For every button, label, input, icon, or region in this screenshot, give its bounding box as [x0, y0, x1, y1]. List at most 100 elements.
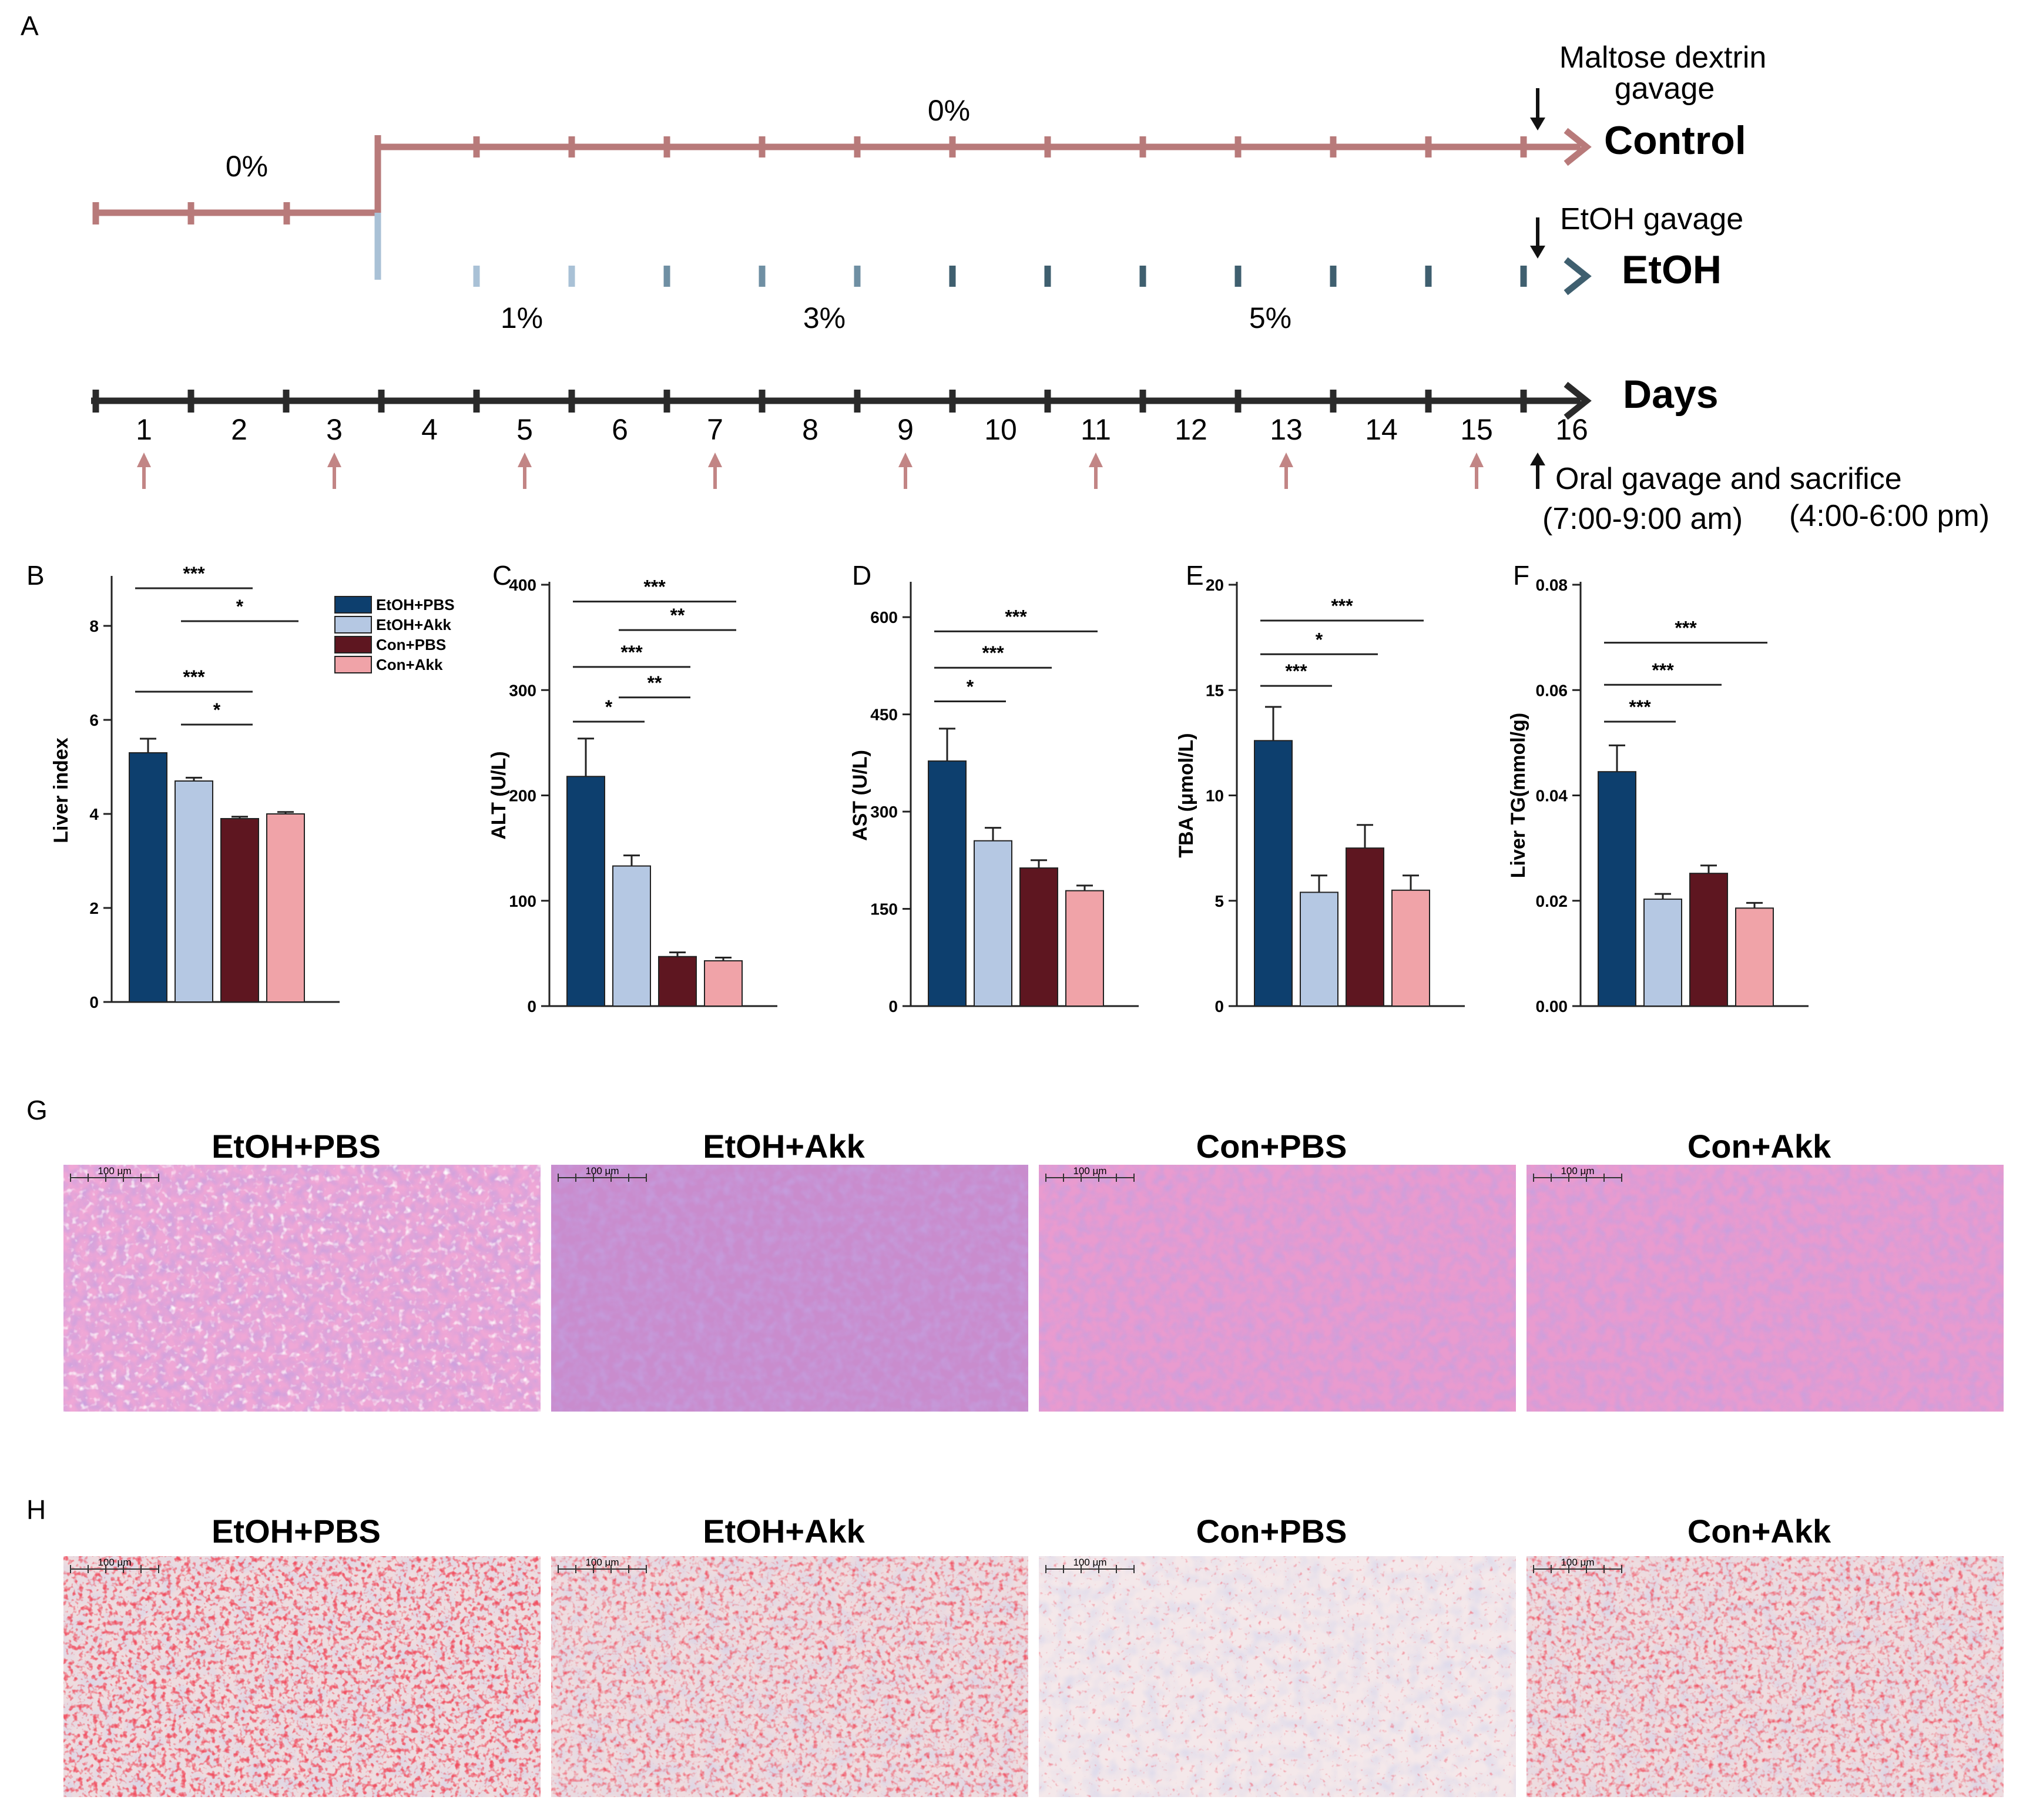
micrograph-etoh-akk: 100 μm: [551, 1556, 1028, 1797]
scale-label: 100 μm: [585, 1557, 619, 1568]
bar-con-pbs: [1346, 847, 1384, 1007]
bar-etoh-pbs: [129, 752, 167, 1003]
y-tick-label: 450: [870, 706, 898, 724]
panel-letter-c: C: [492, 560, 512, 591]
day-label-4: 4: [421, 413, 438, 446]
bar-etoh-pbs: [928, 760, 967, 1007]
time-pm: (4:00-6:00 pm): [1789, 499, 1990, 533]
day-label-16: 16: [1555, 413, 1588, 446]
scale-label: 100 μm: [98, 1557, 131, 1568]
scale-label: 100 μm: [1561, 1165, 1594, 1177]
panel-h-letter: H: [26, 1494, 46, 1525]
day-label-7: 7: [707, 413, 723, 446]
y-axis-label: TBA (μmol/L): [1175, 733, 1197, 857]
panel-a-letter: A: [21, 11, 39, 41]
legend-label: EtOH+PBS: [376, 596, 455, 614]
bar-con-akk: [1735, 907, 1774, 1007]
oral-gavage-label: Oral gavage and sacrifice: [1555, 462, 1902, 496]
y-tick-label: 0.00: [1536, 997, 1568, 1015]
day-label-9: 9: [897, 413, 914, 446]
legend: EtOH+PBS EtOH+Akk Con+PBS Con+Akk: [334, 596, 455, 673]
y-tick-label: 6: [89, 711, 99, 729]
title-etoh-pbs: EtOH+PBS: [212, 1128, 381, 1165]
y-tick-label: 10: [1206, 787, 1224, 805]
day-label-3: 3: [326, 413, 343, 446]
gavage-arrow-day-13: [1279, 453, 1293, 489]
y-tick-label: 200: [509, 787, 536, 805]
day-label-8: 8: [802, 413, 818, 446]
y-tick-label: 0.08: [1536, 576, 1568, 594]
micrograph-con-pbs: 100 μm: [1039, 1165, 1516, 1412]
title-etoh-pbs: EtOH+PBS: [212, 1513, 381, 1550]
scale-bar: 100 μm: [1045, 1557, 1135, 1573]
sig-label: ***: [183, 666, 205, 688]
panel-g-letter: G: [26, 1095, 48, 1125]
y-tick-label: 100: [509, 892, 536, 910]
gavage-arrow-day-7: [708, 453, 722, 489]
title-con-pbs: Con+PBS: [1196, 1513, 1347, 1550]
y-axis-label: Liver index: [50, 738, 72, 843]
gavage-arrow-day-11: [1089, 453, 1103, 489]
etoh-pct-1: 1%: [501, 301, 543, 334]
maltose-label-2: gavage: [1615, 72, 1715, 106]
scale-bar: 100 μm: [558, 1165, 647, 1182]
y-tick-label: 0: [89, 993, 99, 1011]
legend-swatch: [334, 596, 372, 614]
gavage-arrow-day-3: [327, 453, 341, 489]
scale-bar: 100 μm: [70, 1165, 159, 1182]
micrograph-etoh-pbs: 100 μm: [63, 1556, 541, 1797]
y-tick-label: 150: [870, 900, 898, 919]
bar-con-akk: [704, 960, 743, 1007]
time-am: (7:00-9:00 am): [1542, 502, 1743, 536]
micrograph-etoh-pbs: 100 μm: [63, 1165, 541, 1412]
bar-con-akk: [1391, 889, 1430, 1007]
scale-bar: 100 μm: [1533, 1165, 1622, 1182]
bar-etoh-pbs: [1598, 771, 1636, 1007]
gavage-arrow-day-9: [898, 453, 912, 489]
y-tick-label: 0.02: [1536, 892, 1568, 910]
sig-label: ***: [1005, 606, 1027, 627]
bar-con-pbs: [658, 956, 697, 1007]
sig-label: ***: [620, 642, 643, 663]
scale-label: 100 μm: [98, 1165, 131, 1177]
scale-bar: 100 μm: [558, 1557, 647, 1573]
bar-con-pbs: [1019, 867, 1058, 1007]
y-tick-label: 0.06: [1536, 681, 1568, 699]
y-tick-label: 5: [1215, 892, 1224, 910]
day-label-15: 15: [1460, 413, 1493, 446]
sig-label: *: [967, 676, 974, 698]
title-con-akk: Con+Akk: [1687, 1513, 1831, 1550]
maltose-arrow: [1530, 88, 1545, 130]
y-tick-label: 0: [527, 997, 536, 1015]
y-tick-label: 0: [888, 997, 898, 1015]
y-tick-label: 300: [509, 681, 536, 699]
gavage-arrow-day-1: [137, 453, 151, 489]
y-tick-label: 4: [89, 805, 99, 823]
title-etoh-akk: EtOH+Akk: [703, 1513, 865, 1550]
y-tick-label: 20: [1206, 576, 1224, 594]
day-label-2: 2: [231, 413, 247, 446]
y-tick-label: 300: [870, 803, 898, 821]
bar-etoh-akk: [1643, 899, 1682, 1007]
scale-label: 100 μm: [1073, 1557, 1106, 1568]
legend-label: Con+Akk: [376, 656, 443, 673]
y-tick-label: 2: [89, 899, 99, 917]
y-tick-label: 400: [509, 576, 536, 594]
sacrifice-arrow: [1530, 453, 1545, 489]
title-con-akk: Con+Akk: [1687, 1128, 1831, 1165]
day-label-12: 12: [1175, 413, 1207, 446]
bar-con-akk: [266, 813, 305, 1003]
sig-label: *: [213, 699, 221, 720]
day-label-14: 14: [1365, 413, 1398, 446]
panel-letter-e: E: [1186, 560, 1204, 591]
chart-f: F 0.00 0.02 0.04 0.06 0.08 Liver TG(mmol/g) ***…: [1507, 560, 1809, 1015]
initial-pct: 0%: [226, 150, 268, 183]
sig-label: ***: [1675, 618, 1697, 639]
y-tick-label: 0: [1215, 997, 1224, 1015]
legend-label: Con+PBS: [376, 636, 446, 653]
